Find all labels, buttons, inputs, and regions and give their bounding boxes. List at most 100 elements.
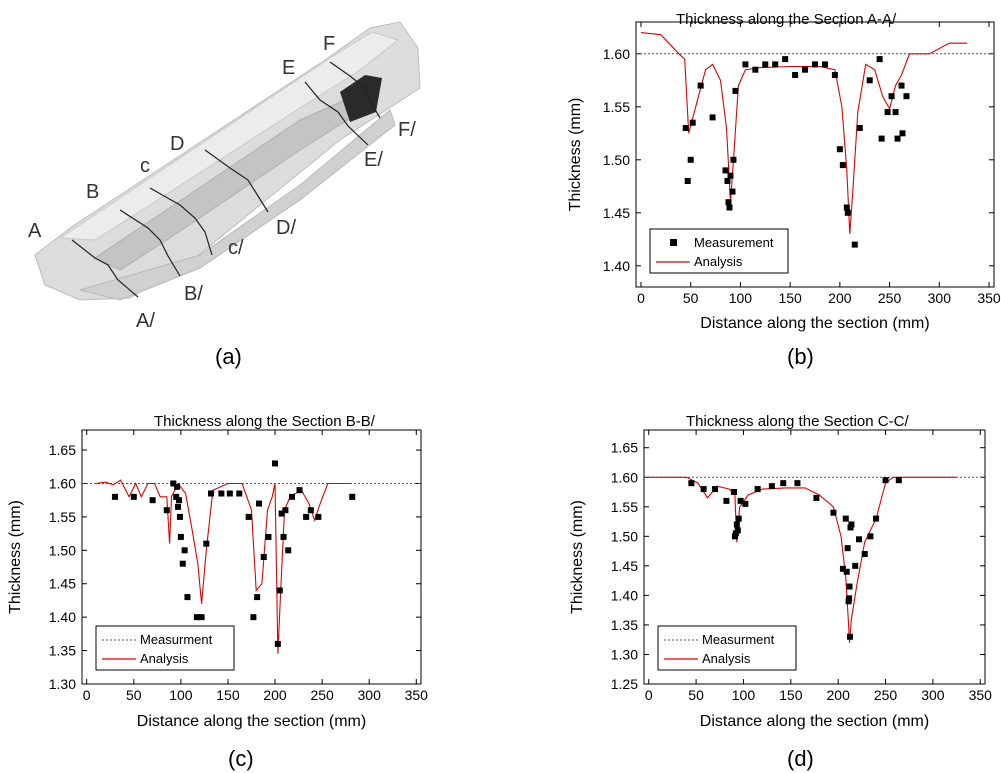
measurement-point xyxy=(296,487,303,494)
y-tick-label: 1.65 xyxy=(611,440,638,456)
section-line-e xyxy=(304,81,369,146)
section-label-B-prime: B/ xyxy=(184,283,203,305)
y-tick-label: 1.50 xyxy=(611,528,638,544)
measurement-point xyxy=(203,540,210,547)
x-axis-label: Distance along the section (mm) xyxy=(700,315,929,332)
legend-label-analysis: Analysis xyxy=(140,651,189,666)
measurement-point xyxy=(724,178,731,184)
measurement-point xyxy=(245,513,252,520)
x-tick-label: 100 xyxy=(169,687,193,703)
x-tick-label: 250 xyxy=(874,687,898,703)
measurement-point xyxy=(792,72,799,78)
x-tick-label: 50 xyxy=(126,687,142,703)
section-line-f xyxy=(329,61,381,119)
measurement-point xyxy=(729,188,736,195)
measurement-point xyxy=(848,521,855,528)
x-tick-label: 250 xyxy=(310,687,334,703)
y-tick-label: 1.45 xyxy=(611,558,638,574)
x-tick-label: 150 xyxy=(779,687,803,703)
x-axis-label: Distance along the section (mm) xyxy=(700,713,929,730)
section-label-B: B xyxy=(86,181,99,203)
measurement-point xyxy=(844,545,851,552)
legend-label-analysis: Analysis xyxy=(694,254,743,269)
measurement-point xyxy=(843,204,850,211)
measurement-point xyxy=(846,583,853,590)
measurement-point xyxy=(682,125,689,131)
measurement-point xyxy=(830,509,837,516)
panel-a-part-illustration: A A/ B B/ c c/ D D/ E E/ F F/ xyxy=(28,21,421,332)
x-tick-label: 200 xyxy=(263,687,287,703)
legend-marker-measurement xyxy=(670,239,677,246)
measurement-point xyxy=(303,513,310,520)
measurement-point xyxy=(846,595,853,602)
measurement-point xyxy=(861,551,868,558)
measurement-point xyxy=(730,489,737,496)
y-tick-label: 1.55 xyxy=(49,509,76,525)
x-axis-label: Distance along the section (mm) xyxy=(137,713,366,730)
measurement-point xyxy=(847,633,854,640)
measurement-point xyxy=(250,614,257,621)
panel-label-d: (d) xyxy=(787,746,814,771)
measurement-point xyxy=(725,199,732,206)
x-tick-label: 0 xyxy=(637,290,645,306)
plot-frame xyxy=(643,429,986,685)
measurement-point xyxy=(179,560,186,567)
measurement-point xyxy=(843,568,850,575)
measurement-point xyxy=(772,61,779,68)
section-line-a xyxy=(71,239,139,298)
measurement-point xyxy=(839,162,846,169)
chart-section-c: 0 50 100 150 200 250 300 350 1.25 1.30 1.35 1.40 1.4… xyxy=(569,413,992,730)
part-opening xyxy=(340,75,382,122)
measurement-point xyxy=(782,56,789,63)
measurement-point xyxy=(184,594,191,601)
measurement-point xyxy=(802,66,809,73)
x-tick-label: 200 xyxy=(828,290,852,306)
section-label-E: E xyxy=(282,57,295,79)
y-tick-label: 1.45 xyxy=(49,576,76,592)
measurement-point xyxy=(278,510,285,517)
x-tick-label: 350 xyxy=(405,687,429,703)
measurement-point xyxy=(276,587,283,594)
measurement-point xyxy=(839,565,846,572)
measurement-point xyxy=(866,77,873,84)
chart-section-a: 0 50 100 150 200 250 300 350 1.40 1.45 1.50 1.55 1.6… xyxy=(567,11,1001,332)
measurement-point xyxy=(687,156,694,163)
section-lines xyxy=(71,61,381,298)
section-line-c xyxy=(149,187,213,256)
measurement-point xyxy=(873,515,880,522)
x-tick-label: 150 xyxy=(216,687,240,703)
legend-box xyxy=(657,625,797,671)
measurement-point xyxy=(130,493,137,500)
y-tick-label: 1.50 xyxy=(603,152,630,168)
panel-label-c: (c) xyxy=(228,746,254,771)
measurement-point xyxy=(732,87,739,94)
section-label-c-prime: c/ xyxy=(228,237,244,259)
x-tick-label: 350 xyxy=(969,687,993,703)
measurement-point xyxy=(812,61,818,68)
measurement-point xyxy=(903,93,910,100)
measurement-point xyxy=(282,507,289,514)
measurement-point xyxy=(856,536,863,543)
measurement-point xyxy=(723,497,730,504)
legend-label-analysis: Analysis xyxy=(702,651,751,666)
section-label-c: c xyxy=(140,155,150,177)
analysis-line xyxy=(648,476,957,643)
measurement-point xyxy=(888,93,895,100)
x-tick-label: 250 xyxy=(878,290,902,306)
part-channel xyxy=(93,99,361,271)
measurement-point xyxy=(285,547,292,554)
measurement-point xyxy=(709,114,716,121)
measurement-point xyxy=(856,125,863,131)
part-top-flange xyxy=(58,31,400,241)
measurement-point xyxy=(198,614,205,621)
x-tick-label: 0 xyxy=(83,687,91,703)
y-axis-label: Thickness (mm) xyxy=(567,98,584,212)
x-tick-label: 300 xyxy=(921,687,945,703)
y-tick-label: 1.40 xyxy=(611,587,638,603)
section-label-D-prime: D/ xyxy=(276,217,296,239)
measurement-point xyxy=(193,614,200,621)
measurement-point xyxy=(742,61,749,68)
measurement-point xyxy=(899,130,906,137)
measurement-point xyxy=(727,172,734,179)
section-label-F: F xyxy=(323,33,335,55)
